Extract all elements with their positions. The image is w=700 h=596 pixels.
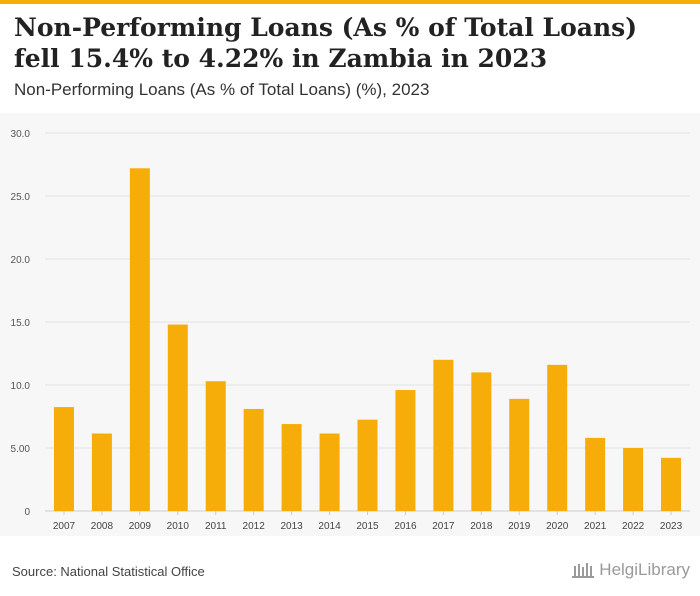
bar-2011[interactable]: [205, 381, 226, 511]
x-axis-ticks: 2007 2008 2009 2010 2011 2012 2013 2014 2015 2016…: [53, 511, 683, 532]
x-tick-label: 2019: [508, 521, 531, 532]
logo-text: HelgiLibrary: [599, 560, 690, 579]
x-tick-label: 2014: [318, 521, 341, 532]
x-tick-label: 2009: [129, 521, 152, 532]
y-tick-label: 15.0: [11, 318, 31, 329]
x-tick-label: 2021: [584, 521, 607, 532]
bars: [53, 168, 682, 511]
library-icon: [572, 563, 595, 578]
bar-2022[interactable]: [623, 448, 644, 511]
bar-2014[interactable]: [319, 433, 340, 511]
x-tick-label: 2010: [167, 521, 190, 532]
x-tick-label: 2022: [622, 521, 645, 532]
x-tick-label: 2008: [91, 521, 114, 532]
bar-2017[interactable]: [433, 359, 454, 511]
x-tick-label: 2018: [470, 521, 493, 532]
y-tick-label: 25.0: [11, 192, 31, 203]
bar-2023[interactable]: [661, 457, 682, 511]
bar-2012[interactable]: [243, 408, 264, 511]
page-title: Non-Performing Loans (As % of Total Loan…: [14, 13, 638, 73]
x-tick-label: 2023: [660, 521, 683, 532]
bar-2010[interactable]: [167, 324, 188, 511]
plot-background: [0, 113, 700, 536]
bar-2016[interactable]: [395, 390, 416, 511]
y-tick-label: 5.00: [11, 444, 31, 455]
bar-2008[interactable]: [91, 433, 112, 511]
bar-2007[interactable]: [53, 407, 74, 511]
x-tick-label: 2017: [432, 521, 455, 532]
y-axis-ticks: 0 5.00 10.0 15.0 20.0 25.0 30.0: [11, 129, 31, 518]
x-tick-label: 2007: [53, 521, 76, 532]
bar-2020[interactable]: [547, 364, 568, 511]
x-tick-label: 2011: [205, 521, 227, 532]
y-tick-label: 30.0: [11, 129, 31, 140]
x-tick-label: 2013: [280, 521, 303, 532]
bar-2009[interactable]: [129, 168, 150, 511]
chart-subtitle: Non-Performing Loans (As % of Total Loan…: [14, 80, 430, 99]
x-tick-label: 2016: [394, 521, 417, 532]
y-tick-label: 20.0: [11, 255, 31, 266]
x-tick-label: 2012: [243, 521, 266, 532]
bar-2019[interactable]: [509, 398, 530, 511]
source-note: Source: National Statistical Office: [12, 564, 205, 579]
bar-2018[interactable]: [471, 372, 492, 511]
x-tick-label: 2015: [356, 521, 379, 532]
bar-2021[interactable]: [585, 437, 606, 511]
y-tick-label: 0: [24, 507, 30, 518]
x-tick-label: 2020: [546, 521, 569, 532]
y-tick-label: 10.0: [11, 381, 31, 392]
bar-2013[interactable]: [281, 424, 302, 511]
bar-2015[interactable]: [357, 419, 378, 511]
accent-top-bar: [0, 0, 700, 4]
helgi-library-logo[interactable]: HelgiLibrary: [571, 560, 690, 580]
